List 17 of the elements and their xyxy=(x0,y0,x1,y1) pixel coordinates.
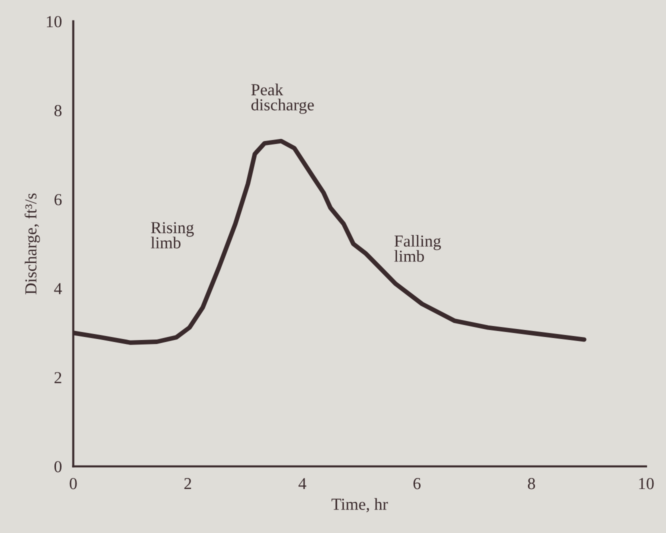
y-tick-label: 0 xyxy=(54,461,62,472)
x-tick-label: 8 xyxy=(528,478,535,490)
y-tick-label: 10 xyxy=(46,16,62,28)
x-tick-label: 4 xyxy=(298,478,306,490)
annotation: Rising limb xyxy=(150,222,194,248)
x-tick-label: 10 xyxy=(639,478,654,490)
x-tick-label: 2 xyxy=(184,478,192,490)
annotation: Peak discharge xyxy=(251,84,314,114)
annotation: Falling limb xyxy=(394,234,441,262)
x-tick-label: 0 xyxy=(70,478,77,490)
y-tick-label: 6 xyxy=(54,194,62,206)
x-axis-title: Time, hr xyxy=(332,498,388,512)
y-tick-label: 8 xyxy=(54,105,62,116)
x-tick-label: 6 xyxy=(413,478,421,490)
y-tick-label: 4 xyxy=(54,283,62,294)
y-tick-label: 2 xyxy=(54,372,62,384)
y-axis-title: Discharge, ft³/s xyxy=(24,194,40,294)
